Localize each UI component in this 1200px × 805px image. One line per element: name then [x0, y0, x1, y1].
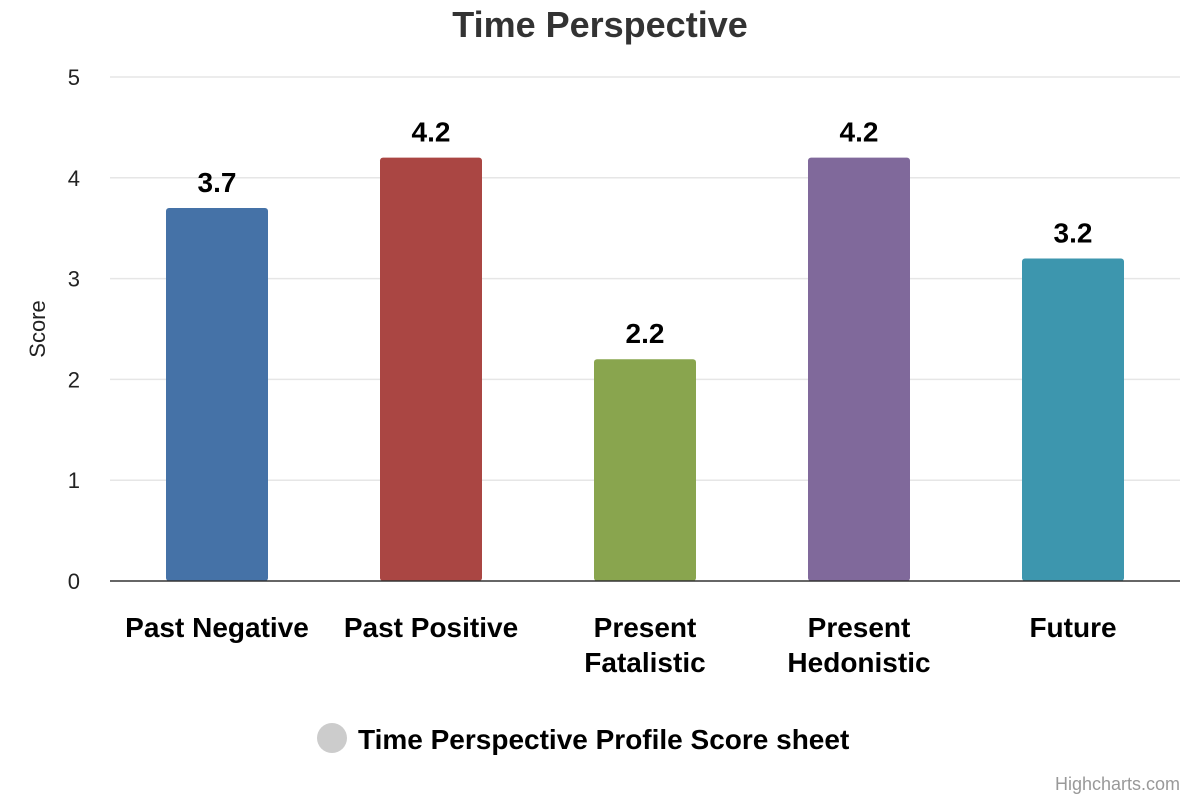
x-tick-label: Present Hedonistic	[787, 612, 930, 678]
legend-item-label[interactable]: Time Perspective Profile Score sheet	[358, 724, 849, 755]
y-tick-label: 2	[68, 367, 80, 392]
bars	[166, 157, 1124, 582]
data-label: 4.2	[840, 117, 879, 148]
x-tick-label-line: Present	[594, 612, 697, 643]
data-label: 3.2	[1054, 217, 1093, 248]
chart-title: Time Perspective	[452, 4, 748, 45]
x-tick-label: Past Negative	[125, 612, 309, 643]
y-tick-label: 0	[68, 569, 80, 594]
credits-link[interactable]: Highcharts.com	[1055, 774, 1180, 794]
x-tick-label-line: Past Positive	[344, 612, 518, 643]
x-tick-label-line: Fatalistic	[584, 647, 705, 678]
bar[interactable]	[594, 359, 696, 581]
x-tick-label-line: Present	[808, 612, 911, 643]
gridlines	[110, 76, 1180, 481]
x-tick-label: Present Fatalistic	[584, 612, 705, 678]
y-tick-label: 3	[68, 267, 80, 292]
legend[interactable]: Time Perspective Profile Score sheet	[317, 723, 849, 755]
bar[interactable]	[808, 157, 910, 581]
y-tick-label: 1	[68, 468, 80, 493]
x-tick-label-line: Future	[1029, 612, 1116, 643]
data-label: 2.2	[626, 318, 665, 349]
y-tick-label: 4	[68, 166, 80, 191]
data-labels: 3.7 4.2 2.2 4.2 3.2	[198, 117, 1093, 350]
y-axis-ticks: 0 1 2 3 4 5	[68, 65, 80, 594]
data-label: 3.7	[198, 167, 237, 198]
bar[interactable]	[1022, 258, 1124, 581]
data-label: 4.2	[412, 117, 451, 148]
y-tick-label: 5	[68, 65, 80, 90]
x-tick-label-line: Past Negative	[125, 612, 309, 643]
x-axis-ticks: Past Negative Past Positive Present Fatalis…	[125, 612, 1116, 678]
bar[interactable]	[380, 157, 482, 581]
x-tick-label: Future	[1029, 612, 1116, 643]
bar[interactable]	[166, 208, 268, 582]
x-tick-label: Past Positive	[344, 612, 518, 643]
legend-marker[interactable]	[317, 723, 347, 753]
y-axis-title: Score	[25, 300, 50, 357]
x-tick-label-line: Hedonistic	[787, 647, 930, 678]
